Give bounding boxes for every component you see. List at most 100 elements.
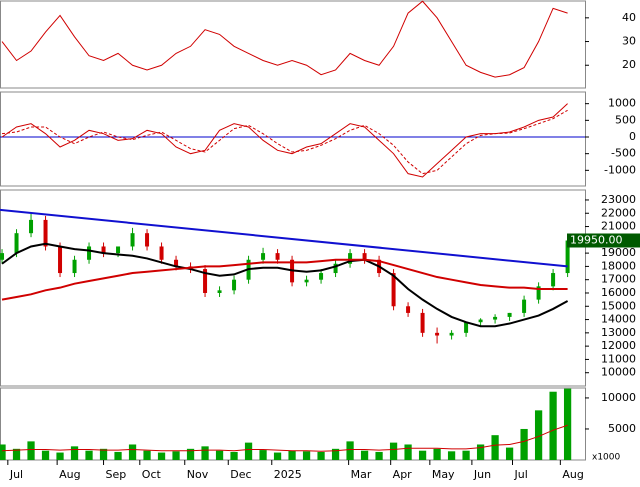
volume-bar <box>259 450 267 460</box>
candle-body <box>319 273 324 280</box>
last-price-box <box>567 233 640 248</box>
x-tick-label: Jun <box>473 468 491 481</box>
x-tick-label: Jul <box>513 468 527 481</box>
candle-body <box>406 306 411 313</box>
y-tick-label: 12000 <box>601 339 636 352</box>
panel-frame <box>0 0 586 89</box>
candle-body <box>362 253 367 260</box>
candle-body <box>58 246 63 274</box>
candle-body <box>159 246 164 260</box>
y-tick-label: -500 <box>611 147 636 160</box>
y-tick-label: 15000 <box>601 299 636 312</box>
y-tick-label: 14000 <box>601 313 636 326</box>
candle-body <box>232 279 237 291</box>
candle-body <box>72 259 77 274</box>
candle-body <box>203 269 208 293</box>
volume-ma <box>2 424 568 452</box>
volume-bar <box>317 451 325 460</box>
volume-bar <box>505 447 514 460</box>
x-tick-label: Mar <box>351 468 372 481</box>
volume-bar <box>56 452 64 460</box>
volume-bar <box>85 450 93 460</box>
volume-bar <box>375 451 383 460</box>
volume-bar <box>215 450 224 460</box>
x-tick-label: Jul <box>9 468 23 481</box>
panel-frame <box>0 91 586 187</box>
y-tick-label: 10000 <box>601 366 636 379</box>
volume-bar <box>389 442 398 460</box>
candle-body <box>304 279 309 283</box>
candle-body <box>435 332 440 336</box>
candle-body <box>0 253 5 260</box>
volume-bar <box>230 451 238 460</box>
volume-bar <box>302 451 311 460</box>
y-tick-label: -1000 <box>604 163 636 176</box>
trendline <box>0 208 568 268</box>
candle-body <box>145 233 150 247</box>
volume-bar <box>404 444 412 460</box>
volume-bar <box>476 444 485 460</box>
volume-bar <box>491 435 499 460</box>
y-tick-label: 10000 <box>601 391 636 404</box>
candle-body <box>522 299 527 313</box>
candle-body <box>14 233 19 254</box>
volume-bar <box>549 391 557 460</box>
y-tick-label: 23000 <box>601 193 636 206</box>
volume-bar <box>172 451 180 460</box>
volume-bar <box>201 446 209 460</box>
candle-body <box>130 233 135 247</box>
volume-bar <box>447 451 456 460</box>
x-tick-label: 2025 <box>274 468 302 481</box>
volume-bar <box>534 410 543 460</box>
volume-bar <box>70 446 79 460</box>
volume-bar <box>331 448 340 460</box>
x-tick-label: Nov <box>187 468 209 481</box>
y-tick-label: 18000 <box>601 259 636 272</box>
unit-label: x1000 <box>592 453 621 463</box>
volume-bar <box>114 451 122 460</box>
x-tick-label: Sep <box>106 468 127 481</box>
y-tick-label: 16000 <box>601 286 636 299</box>
volume-bar <box>27 441 35 460</box>
candle-body <box>551 273 556 287</box>
y-tick-label: 22000 <box>601 206 636 219</box>
volume-bar <box>186 448 195 460</box>
candle-body <box>333 263 338 274</box>
volume-bar <box>563 388 572 460</box>
y-tick-label: 19000 <box>601 246 636 259</box>
ma-line <box>1 258 568 301</box>
x-tick-label: Aug <box>59 468 80 481</box>
candle-body <box>261 253 266 260</box>
candle-body <box>43 219 48 247</box>
candle-body <box>478 319 483 323</box>
volume-bar <box>288 450 296 460</box>
y-tick-label: 21000 <box>601 220 636 233</box>
candle-body <box>464 322 469 333</box>
x-tick-label: Oct <box>142 468 162 481</box>
candle-body <box>420 312 425 333</box>
candle-body <box>29 219 34 234</box>
y-tick-label: 5000 <box>608 422 636 435</box>
y-tick-label: 0 <box>629 130 636 143</box>
volume-bar <box>433 448 441 460</box>
candle-body <box>275 253 280 260</box>
candle-body <box>101 246 106 254</box>
candle-body <box>348 253 353 264</box>
candle-body <box>116 246 121 254</box>
candle-body <box>449 332 454 336</box>
volume-bar <box>346 441 354 460</box>
x-tick-label: Apr <box>393 468 413 481</box>
y-tick-label: 500 <box>615 113 636 126</box>
indicator-line <box>1 103 568 178</box>
candle-body <box>174 259 179 267</box>
candle-body <box>87 246 92 260</box>
ma-line <box>1 242 569 328</box>
volume-bar <box>12 448 21 460</box>
panel-frame <box>0 189 586 387</box>
candle-body <box>217 290 222 293</box>
volume-bar <box>520 428 528 460</box>
y-tick-label: 30 <box>622 35 636 48</box>
volume-bar <box>143 450 151 460</box>
candle-body <box>536 286 541 300</box>
last-price-label: 19950.00 <box>570 233 623 246</box>
